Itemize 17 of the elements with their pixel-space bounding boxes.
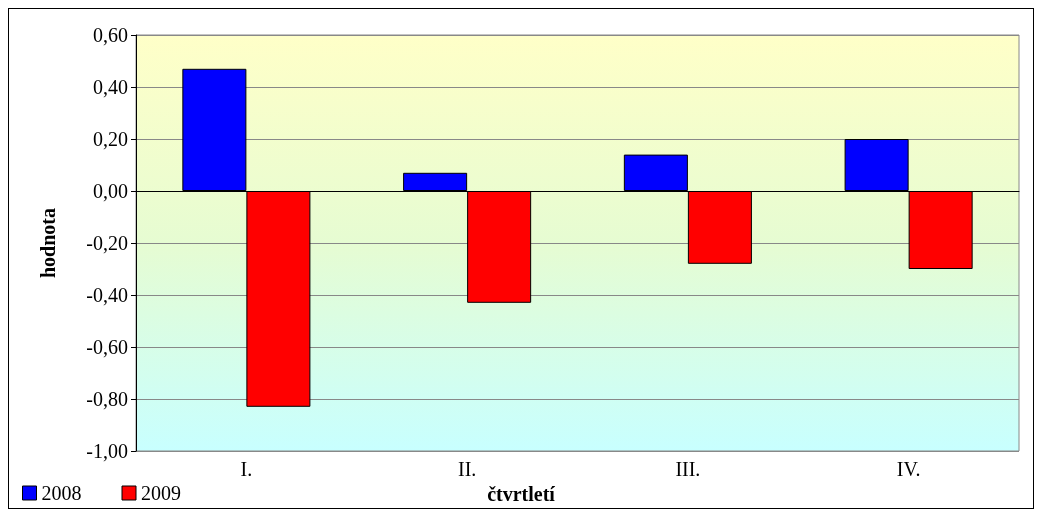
y-axis-title: hodnota [37,207,59,279]
y-tick-label: -0,40 [86,284,128,306]
x-tick-label: II. [457,458,477,480]
x-tick-label: III. [675,458,701,480]
y-tick-label: 0,60 [93,24,128,46]
y-tick-label: 0,20 [93,128,128,150]
y-tick-label: -0,20 [86,232,128,254]
legend-label: 2008 [41,482,82,504]
x-tick-label: IV. [896,458,921,480]
x-axis-title: čtvrtletí [487,483,555,505]
y-tick-label: 0,00 [93,180,128,202]
legend-label: 2009 [141,482,181,504]
y-tick-label: -0,60 [86,336,128,358]
x-tick-label: I. [240,458,253,480]
y-tick-label: 0,40 [93,76,128,98]
y-tick-label: -1,00 [86,440,128,462]
y-tick-label: -0,80 [86,388,128,410]
